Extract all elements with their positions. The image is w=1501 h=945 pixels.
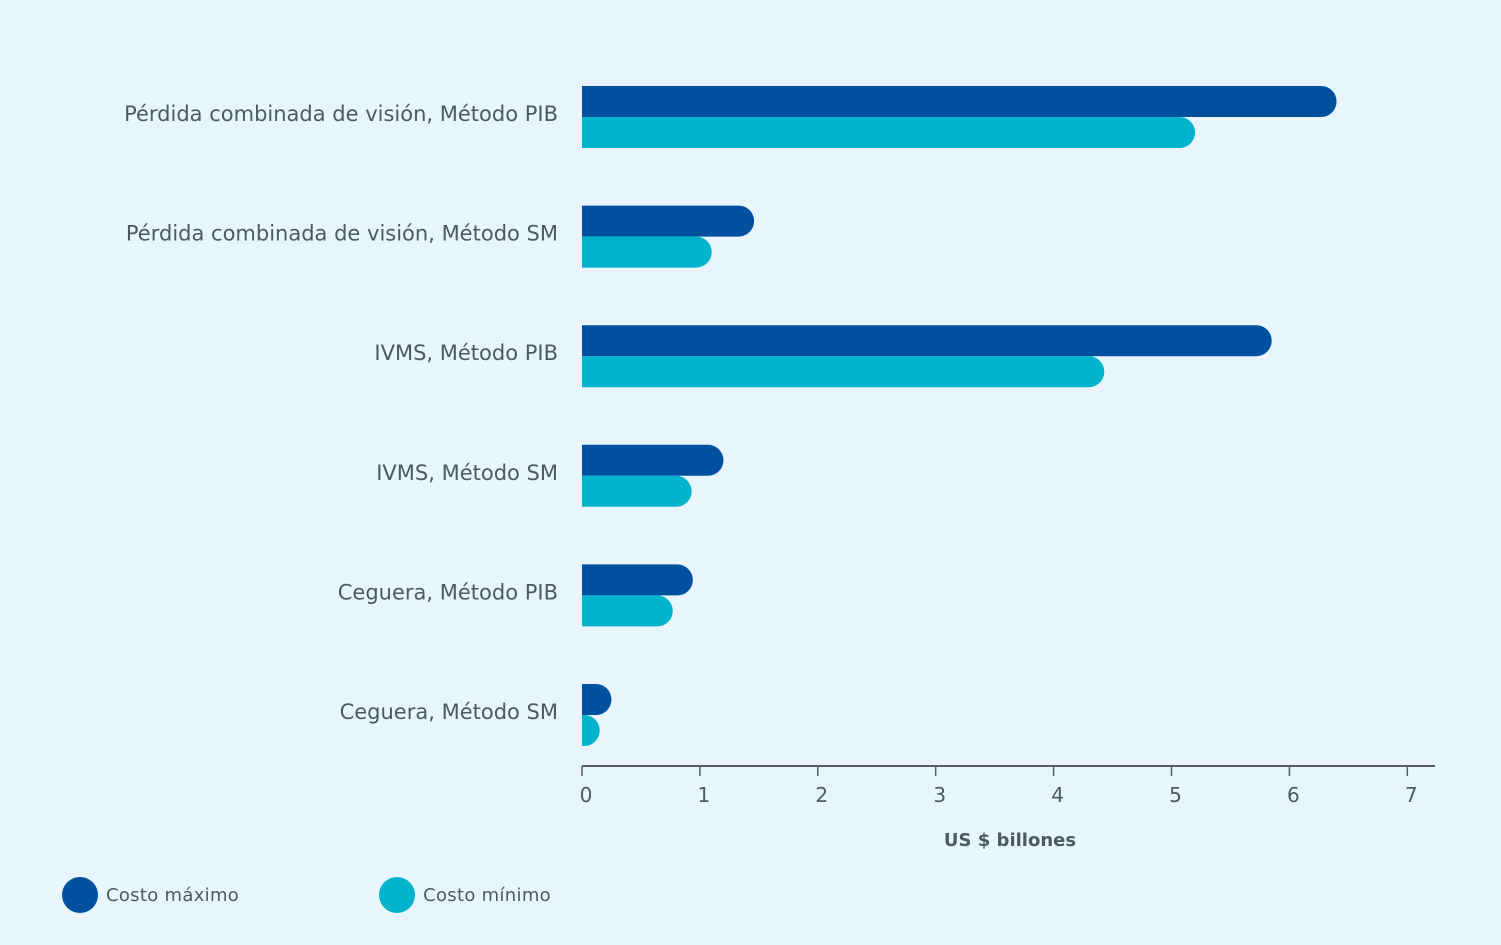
x-tick-label-5: 5 bbox=[1169, 783, 1182, 807]
legend-item-min: Costo mínimo bbox=[379, 876, 551, 914]
bar-min-perdida-combinada-de-vision-metodo-pib bbox=[582, 117, 1196, 148]
bar-min-ceguera-metodo-sm bbox=[582, 715, 600, 746]
category-labels: Pérdida combinada de visión, Método PIB P… bbox=[124, 102, 558, 724]
bar-min-ivms-metodo-pib bbox=[582, 356, 1105, 388]
bar-max-ivms-metodo-pib bbox=[582, 325, 1272, 357]
legend-item-max: Costo máximo bbox=[62, 876, 239, 914]
x-tick-label-4: 4 bbox=[1051, 783, 1064, 807]
x-axis-label: US $ billones bbox=[944, 830, 1076, 851]
bar-min-perdida-combinada-de-vision-metodo-sm bbox=[582, 236, 712, 268]
bar-min-ceguera-metodo-pib bbox=[582, 595, 673, 627]
category-label-perdida-combinada-de-vision-metodo-pib: Pérdida combinada de visión, Método PIB bbox=[124, 102, 558, 126]
category-label-ceguera-metodo-sm: Ceguera, Método SM bbox=[340, 700, 558, 724]
x-tick-label-0: 0 bbox=[580, 783, 593, 807]
x-axis-ticks: 0 1 2 3 4 5 6 7 bbox=[580, 766, 1418, 807]
bar-min-ivms-metodo-sm bbox=[582, 475, 692, 507]
bars-group bbox=[582, 86, 1337, 746]
category-label-ivms-metodo-pib: IVMS, Método PIB bbox=[374, 341, 558, 365]
category-label-ivms-metodo-sm: IVMS, Método SM bbox=[376, 461, 558, 485]
bar-max-perdida-combinada-de-vision-metodo-sm bbox=[582, 205, 755, 237]
legend-label-max: Costo máximo bbox=[106, 884, 240, 906]
category-label-perdida-combinada-de-vision-metodo-sm: Pérdida combinada de visión, Método SM bbox=[126, 222, 558, 246]
x-tick-label-1: 1 bbox=[698, 783, 711, 807]
x-tick-label-7: 7 bbox=[1405, 783, 1418, 807]
bar-max-ivms-metodo-sm bbox=[582, 444, 724, 476]
bar-max-ceguera-metodo-pib bbox=[582, 564, 693, 596]
legend: Costo máximo Costo mínimo bbox=[62, 876, 551, 914]
legend-label-min: Costo mínimo bbox=[423, 884, 551, 906]
category-label-ceguera-metodo-pib: Ceguera, Método PIB bbox=[338, 580, 558, 604]
bar-max-perdida-combinada-de-vision-metodo-pib bbox=[582, 86, 1337, 117]
x-tick-label-3: 3 bbox=[933, 783, 946, 807]
legend-swatch-max bbox=[62, 877, 98, 913]
legend-swatch-min bbox=[379, 877, 416, 913]
bar-max-ceguera-metodo-sm bbox=[582, 684, 612, 715]
x-tick-label-2: 2 bbox=[815, 783, 828, 807]
x-tick-label-6: 6 bbox=[1287, 783, 1300, 807]
